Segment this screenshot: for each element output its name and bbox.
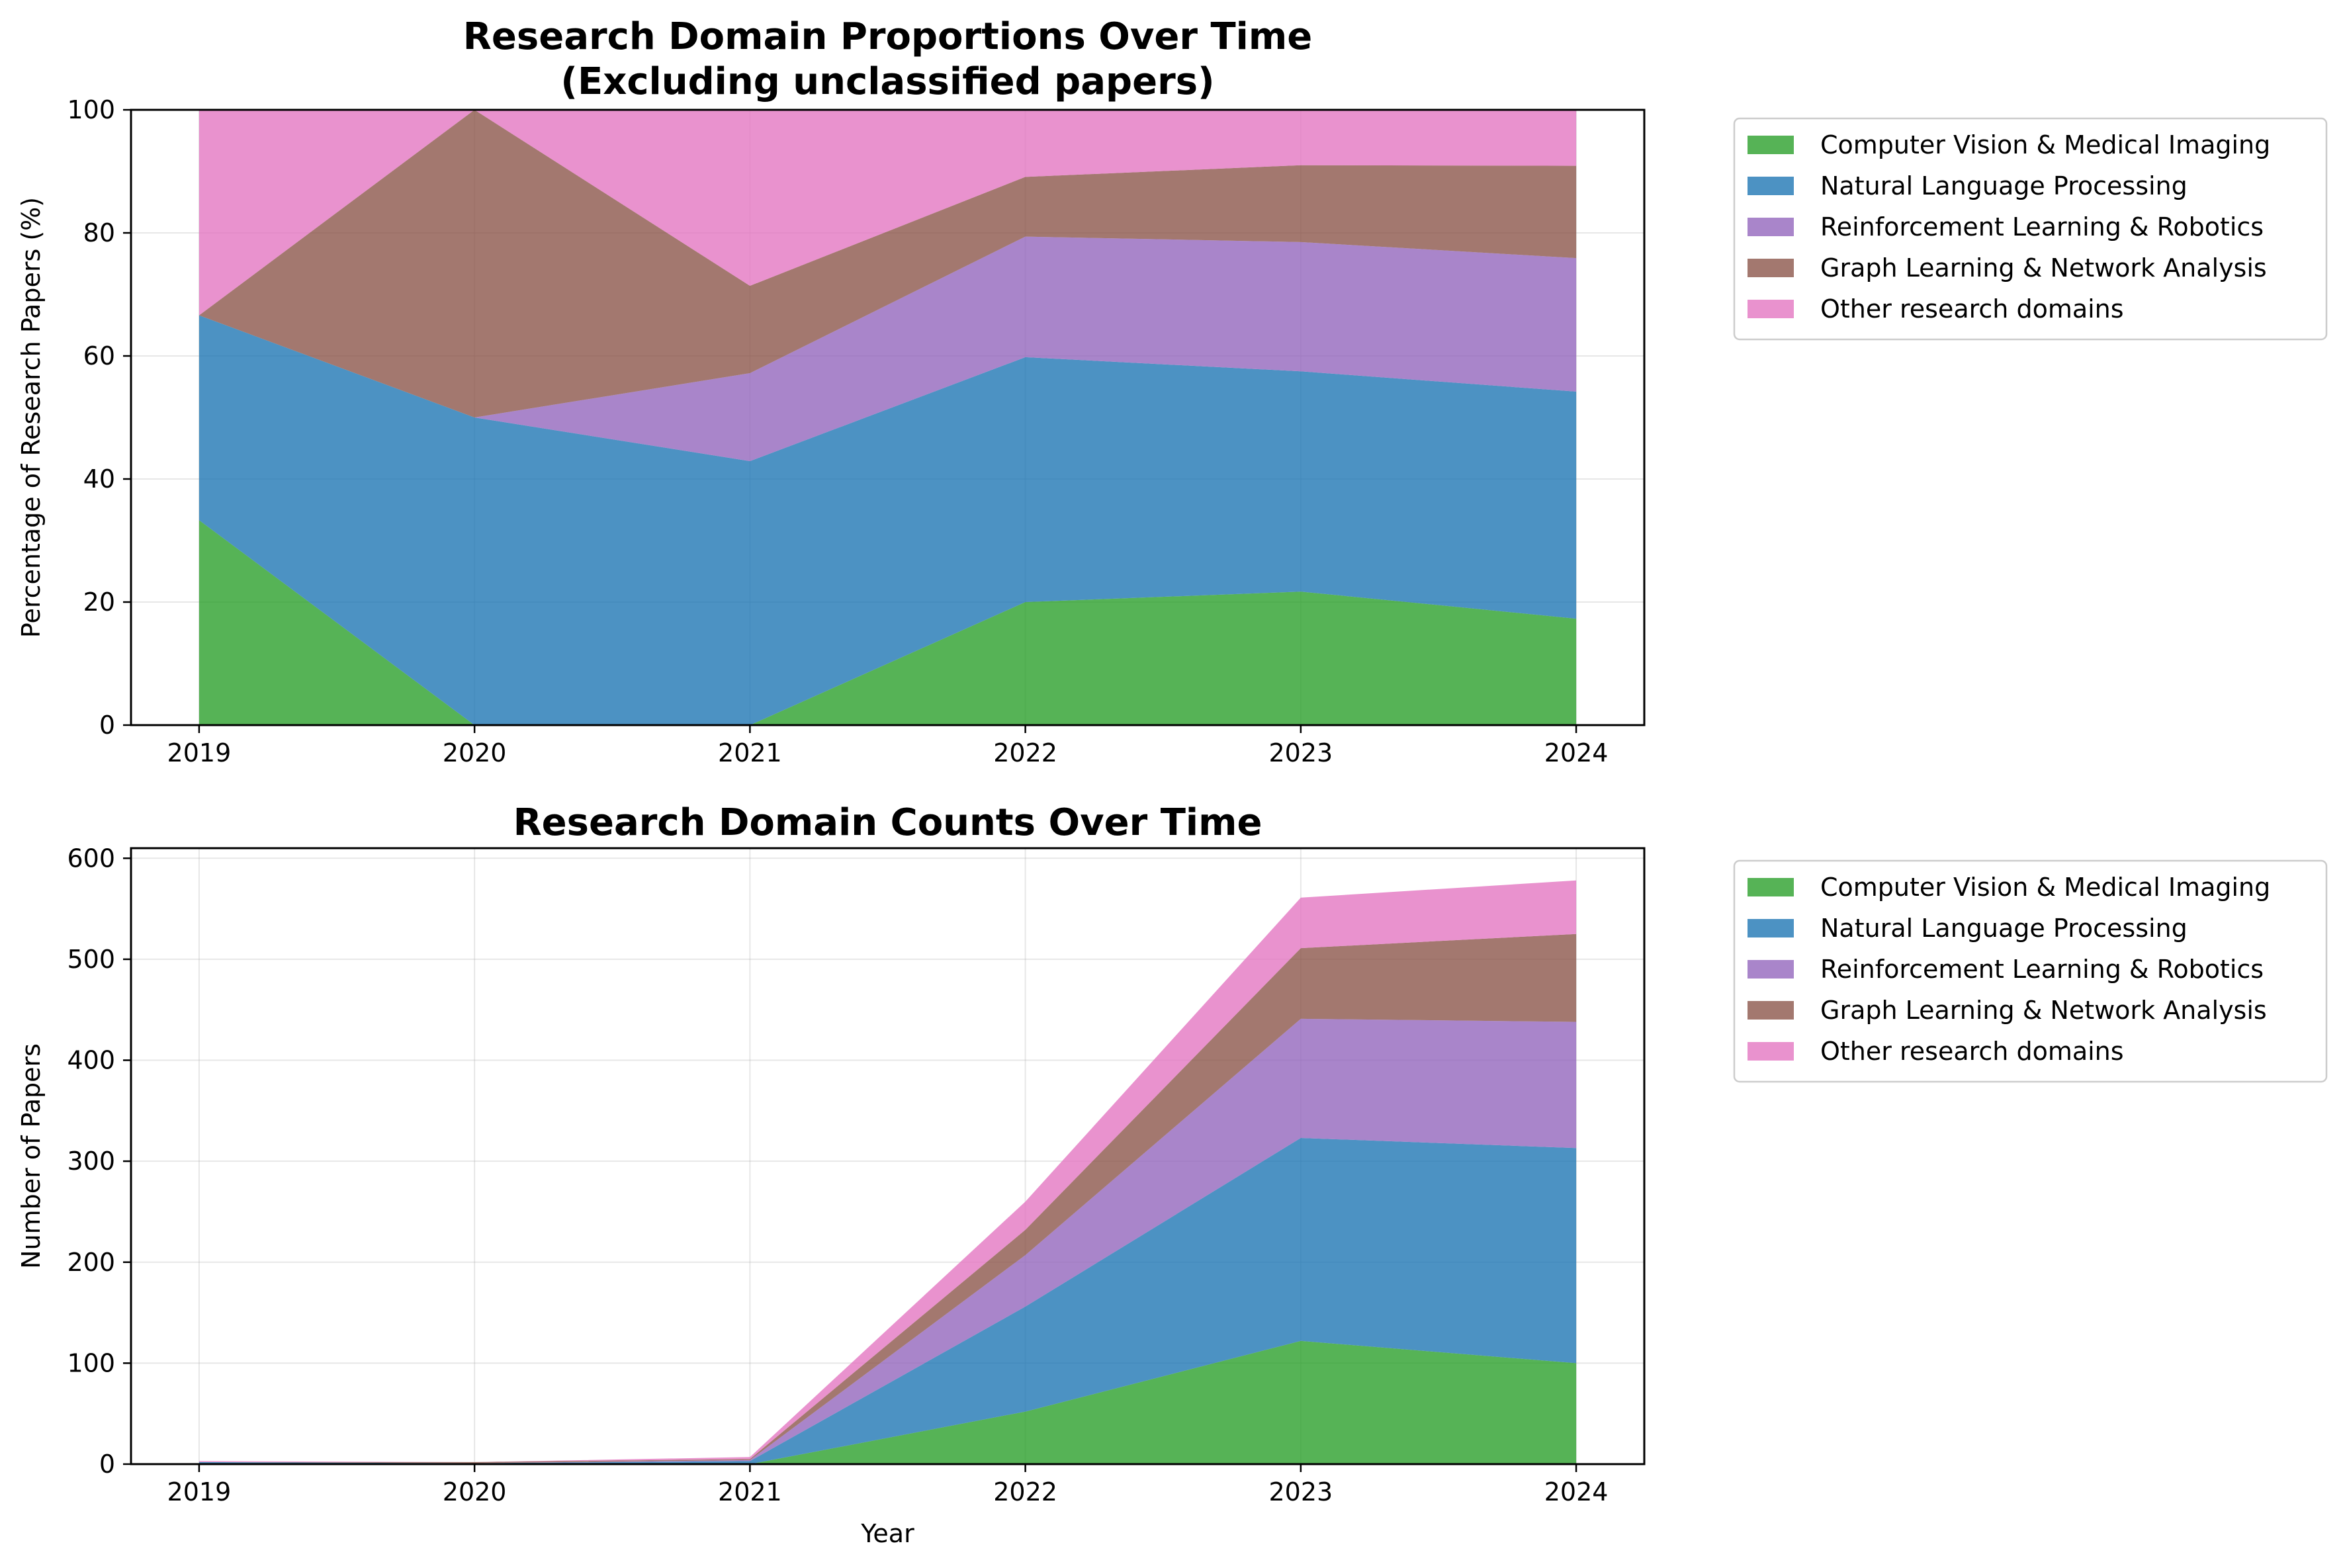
legend-frame	[1733, 117, 2328, 341]
legend-label: Reinforcement Learning & Robotics	[1820, 212, 2264, 241]
y-tick-label: 60	[83, 341, 115, 370]
chart-title-line: (Excluding unclassified papers)	[560, 60, 1214, 103]
area-series-4	[199, 880, 1577, 1462]
legend-swatch	[1748, 259, 1794, 277]
legend-label: Computer Vision & Medical Imaging	[1820, 873, 2270, 902]
legend-swatch	[1748, 1042, 1794, 1061]
area-series-3	[199, 110, 1577, 417]
x-tick-label: 2022	[993, 738, 1057, 767]
legend-label: Reinforcement Learning & Robotics	[1820, 955, 2264, 984]
legend: Computer Vision & Medical Imaging Natural…	[1733, 859, 2328, 1083]
y-tick-label: 0	[99, 1450, 115, 1479]
legend-label: Computer Vision & Medical Imaging	[1820, 130, 2270, 159]
chart-title-line: Research Domain Counts Over Time	[513, 801, 1262, 844]
area-series-0	[199, 1340, 1577, 1464]
y-tick-label: 80	[83, 218, 115, 247]
legend-frame	[1733, 859, 2328, 1083]
x-tick-label: 2019	[167, 738, 232, 767]
plot-frame	[130, 847, 1646, 1465]
x-tick-label: 2020	[443, 738, 507, 767]
x-tick-label: 2020	[443, 1477, 507, 1506]
area-series-0	[199, 520, 1577, 725]
x-tick-label: 2024	[1544, 1477, 1609, 1506]
area-series-2	[199, 1018, 1577, 1463]
stacked-areas	[199, 110, 1577, 726]
legend-swatch	[1748, 1001, 1794, 1020]
legend-swatch	[1748, 177, 1794, 195]
legend-swatch	[1748, 218, 1794, 236]
x-tick-label: 2023	[1268, 1477, 1333, 1506]
legend-label: Graph Learning & Network Analysis	[1820, 253, 2267, 283]
chart-title: Research Domain Counts Over Time	[513, 801, 1262, 844]
y-tick-label: 100	[67, 95, 115, 124]
y-tick-label: 200	[67, 1248, 115, 1277]
legend-label: Natural Language Processing	[1820, 171, 2188, 200]
y-tick-label: 300	[67, 1147, 115, 1176]
y-tick-label: 100	[67, 1348, 115, 1377]
proportions-panel: 2019 2020 2021 2022 2023 2024 0 20 40 60 80 100 Perc…	[17, 15, 2328, 767]
x-tick-label: 2021	[718, 1477, 782, 1506]
counts-panel: 2019 2020 2021 2022 2023 2024 0 100 200 300 400 500…	[17, 801, 2328, 1548]
y-tick-label: 400	[67, 1046, 115, 1075]
y-tick-label: 500	[67, 945, 115, 974]
y-tick-label: 600	[67, 844, 115, 873]
legend: Computer Vision & Medical Imaging Natural…	[1733, 117, 2328, 341]
legend-swatch	[1748, 878, 1794, 896]
x-axis-label: Year	[860, 1519, 914, 1548]
y-axis-label: Percentage of Research Papers (%)	[17, 197, 46, 638]
y-axis-label: Number of Papers	[17, 1043, 46, 1269]
y-tick-label: 0	[99, 711, 115, 740]
area-series-1	[199, 1138, 1577, 1464]
x-tick-label: 2019	[167, 1477, 232, 1506]
plot-frame	[130, 109, 1646, 726]
y-tick-label: 40	[83, 464, 115, 494]
x-tick-label: 2022	[993, 1477, 1057, 1506]
legend-label: Other research domains	[1820, 294, 2124, 324]
chart-title: Research Domain Proportions Over Time (Ex…	[463, 15, 1312, 103]
legend-swatch	[1748, 919, 1794, 937]
area-series-4	[199, 110, 1577, 316]
legend-swatch	[1748, 960, 1794, 979]
legend-label: Graph Learning & Network Analysis	[1820, 996, 2267, 1025]
x-tick-label: 2024	[1544, 738, 1609, 767]
legend-label: Natural Language Processing	[1820, 914, 2188, 943]
chart-title-line: Research Domain Proportions Over Time	[463, 15, 1312, 58]
legend-label: Other research domains	[1820, 1037, 2124, 1066]
area-series-2	[199, 236, 1577, 461]
x-tick-label: 2021	[718, 738, 782, 767]
x-tick-label: 2023	[1268, 738, 1333, 767]
stacked-areas	[199, 880, 1577, 1464]
y-tick-label: 20	[83, 588, 115, 617]
legend-swatch	[1748, 300, 1794, 318]
legend-swatch	[1748, 136, 1794, 154]
area-series-3	[199, 934, 1577, 1463]
area-series-1	[199, 315, 1577, 726]
